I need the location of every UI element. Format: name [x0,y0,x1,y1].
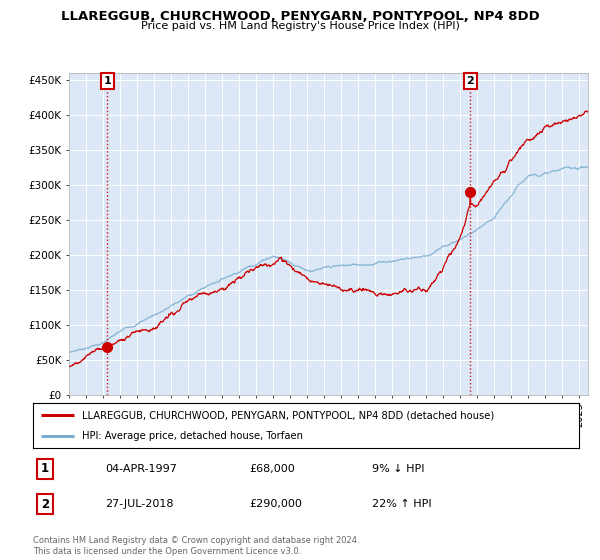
Text: Contains HM Land Registry data © Crown copyright and database right 2024.
This d: Contains HM Land Registry data © Crown c… [33,536,359,556]
Text: £68,000: £68,000 [249,464,295,474]
Text: 04-APR-1997: 04-APR-1997 [105,464,177,474]
Text: Price paid vs. HM Land Registry's House Price Index (HPI): Price paid vs. HM Land Registry's House … [140,21,460,31]
Text: HPI: Average price, detached house, Torfaen: HPI: Average price, detached house, Torf… [82,431,303,441]
Text: 27-JUL-2018: 27-JUL-2018 [105,499,173,509]
Text: 2: 2 [41,497,49,511]
Text: LLAREGGUB, CHURCHWOOD, PENYGARN, PONTYPOOL, NP4 8DD: LLAREGGUB, CHURCHWOOD, PENYGARN, PONTYPO… [61,10,539,23]
Text: 1: 1 [41,462,49,475]
Text: 2: 2 [466,76,474,86]
Text: £290,000: £290,000 [249,499,302,509]
Text: 9% ↓ HPI: 9% ↓ HPI [372,464,425,474]
Text: LLAREGGUB, CHURCHWOOD, PENYGARN, PONTYPOOL, NP4 8DD (detached house): LLAREGGUB, CHURCHWOOD, PENYGARN, PONTYPO… [82,410,494,421]
Text: 22% ↑ HPI: 22% ↑ HPI [372,499,431,509]
Text: 1: 1 [103,76,111,86]
